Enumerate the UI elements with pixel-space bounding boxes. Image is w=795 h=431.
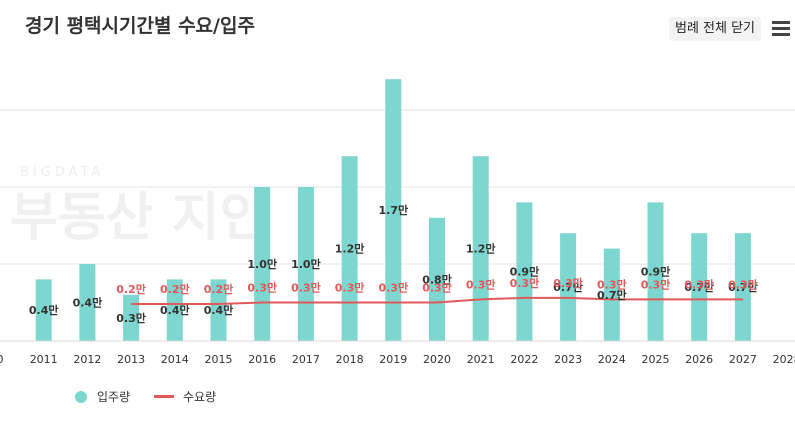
x-tick-label: 2015	[205, 353, 233, 366]
supply-bar	[341, 156, 358, 341]
x-tick-label: 2024	[598, 353, 626, 366]
legend-label-demand: 수요량	[183, 390, 217, 404]
supply-bar	[166, 279, 183, 341]
x-tick-label: 2013	[117, 353, 145, 366]
legend-label-supply: 입주량	[97, 390, 131, 404]
supply-bar	[79, 264, 96, 341]
x-tick-label: 2016	[248, 353, 276, 366]
supply-value-label: 0.4만	[160, 303, 190, 317]
supply-bar	[603, 248, 620, 341]
x-tick-label: 0	[0, 353, 4, 366]
demand-value-label: 0.3만	[728, 277, 758, 291]
supply-bar	[691, 233, 708, 341]
supply-value-label: 0.7만	[684, 280, 714, 294]
legend-toggle-button[interactable]: 범례 전체 닫기	[669, 17, 761, 41]
demand-value-label: 0.3만	[510, 276, 540, 290]
supply-value-label: 0.9만	[510, 265, 540, 279]
demand-value-label: 0.3만	[422, 281, 452, 295]
supply-value-label: 0.4만	[73, 296, 103, 310]
demand-value-label: 0.3만	[684, 277, 714, 291]
supply-bar	[123, 294, 140, 341]
supply-bar	[385, 79, 402, 341]
demand-line	[131, 296, 743, 306]
supply-value-label: 0.7만	[728, 280, 758, 294]
demand-value-label: 0.3만	[641, 277, 671, 291]
x-tick-label: 2023	[554, 353, 582, 366]
supply-bar	[429, 217, 445, 341]
x-tick-label: 2022	[510, 353, 538, 366]
supply-value-label: 0.3만	[116, 311, 146, 325]
x-tick-label: 2014	[161, 353, 189, 366]
supply-value-label: 1.0만	[247, 257, 277, 271]
watermark-small: BIGDATA	[20, 165, 104, 180]
supply-value-label: 0.7만	[553, 280, 583, 294]
supply-value-label: 0.7만	[597, 288, 627, 302]
demand-value-label: 0.3만	[466, 277, 496, 291]
demand-value-label: 0.3만	[378, 281, 408, 295]
x-tick-label: 2021	[467, 353, 495, 366]
watermark: BIGDATA 부동산 지인	[10, 165, 267, 248]
demand-value-label: 0.2만	[160, 282, 190, 296]
x-tick-label: 2027	[729, 353, 757, 366]
supply-value-label: 0.4만	[204, 303, 234, 317]
demand-value-label: 0.2만	[204, 282, 234, 296]
legend-swatch-demand	[154, 395, 174, 398]
supply-value-label: 0.9만	[641, 265, 671, 279]
demand-value-label: 0.3만	[335, 281, 365, 295]
x-tick-label: 2018	[336, 353, 364, 366]
legend-item-demand[interactable]: 수요량	[154, 388, 216, 405]
supply-value-label: 0.8만	[422, 272, 452, 286]
supply-bar	[734, 233, 751, 341]
supply-value-label: 1.2만	[335, 242, 365, 256]
legend-swatch-supply	[75, 390, 87, 403]
x-tick-label: 2028	[773, 353, 795, 366]
demand-value-label: 0.3만	[247, 281, 277, 295]
supply-value-label: 1.7만	[378, 203, 408, 217]
supply-bar	[647, 202, 664, 341]
x-tick-label: 2025	[642, 353, 670, 366]
hamburger-menu-icon[interactable]	[772, 21, 790, 36]
supply-bar	[35, 279, 52, 341]
demand-value-label: 0.3만	[597, 277, 627, 291]
supply-bar	[210, 279, 227, 341]
x-tick-label: 2020	[423, 353, 451, 366]
x-tick-label: 2012	[73, 353, 101, 366]
supply-bar	[560, 233, 577, 341]
demand-value-label: 0.2만	[116, 282, 146, 296]
demand-line-path	[131, 296, 743, 306]
x-tick-label: 2026	[685, 353, 713, 366]
x-tick-label: 2011	[30, 353, 58, 366]
supply-value-label: 1.0만	[291, 257, 321, 271]
x-tick-label: 2019	[379, 353, 407, 366]
demand-value-label: 0.3만	[553, 276, 583, 290]
legend-item-supply[interactable]: 입주량	[75, 388, 130, 405]
supply-bar	[472, 156, 489, 341]
supply-value-label: 0.4만	[29, 303, 59, 317]
demand-value-label: 0.3만	[291, 281, 321, 295]
supply-value-label: 1.2만	[466, 242, 496, 256]
supply-bar	[516, 202, 533, 341]
x-axis: 0 2011 2012 2013 2014 2015 2016 2017 2018 2019 202…	[0, 340, 795, 366]
watermark-large: 부동산 지인	[10, 188, 267, 248]
page-title: 경기 평택시기간별 수요/입주	[25, 15, 255, 37]
data-labels: 0.4만 0.4만 0.3만 0.4만 0.4만 1.0만 1.0만 1.2만 1.7만 0.8만…	[29, 203, 758, 325]
x-tick-label: 2017	[292, 353, 320, 366]
